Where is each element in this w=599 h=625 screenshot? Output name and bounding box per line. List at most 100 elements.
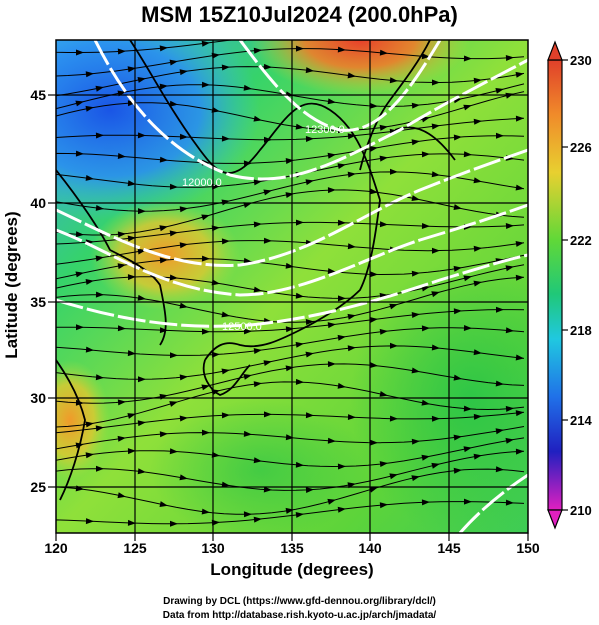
credit-data-source: Data from http://database.rish.kyoto-u.a… [162, 610, 437, 621]
streamline-arrow [127, 448, 136, 455]
streamline-arrow [285, 158, 294, 164]
streamline-arrow [96, 465, 104, 472]
streamline-arrow [431, 291, 440, 298]
streamline-arrow [464, 498, 472, 505]
streamline-arrow [515, 448, 524, 455]
streamline-arrow [95, 425, 104, 432]
colorbar: 230 226 222 218 214 210 [547, 40, 592, 530]
streamline-arrow [169, 100, 178, 107]
streamline-arrow [369, 102, 378, 109]
streamline-arrow [421, 325, 430, 332]
contour-label: 12500.0 [222, 321, 262, 333]
streamline-arrow [85, 279, 94, 285]
streamline-arrow [85, 452, 94, 459]
streamline-arrow [305, 487, 314, 493]
streamline-arrow [453, 374, 462, 381]
streamline-arrow [495, 466, 504, 473]
streamline-arrow [75, 150, 84, 157]
streamline-arrow [211, 52, 220, 59]
streamline-arrow [179, 69, 188, 76]
streamline-arrow [169, 230, 178, 237]
streamline-arrow [463, 275, 472, 282]
streamline-arrow [463, 104, 472, 111]
streamline-arrow [390, 168, 398, 175]
streamline-arrow [421, 399, 430, 406]
streamline-arrow [138, 208, 146, 215]
streamline-arrow [495, 380, 504, 387]
streamline-arrow [390, 342, 398, 349]
streamline-arrow [515, 115, 524, 122]
x-axis-label: Longitude (degrees) [210, 560, 374, 579]
streamline-arrow [389, 303, 398, 310]
streamline-arrow [243, 511, 252, 518]
streamline-arrow [379, 328, 388, 335]
streamline-arrow [159, 431, 168, 438]
streamline-arrow [285, 434, 294, 441]
streamline-arrow [117, 48, 126, 55]
streamline-arrow [263, 360, 272, 366]
streamline-arrow [253, 348, 262, 354]
streamline-arrow [337, 163, 346, 169]
y-axis-label: Latitude (degrees) [2, 211, 21, 359]
streamline-arrow [338, 295, 346, 302]
streamline-arrow [411, 102, 420, 109]
streamline-arrow [453, 434, 462, 441]
streamline-arrow [295, 341, 304, 348]
streamline-arrow [389, 473, 398, 480]
streamline-arrow [473, 245, 482, 252]
streamline-arrow [253, 179, 262, 186]
streamline-arrow [179, 133, 188, 140]
streamline-arrow [221, 238, 230, 245]
streamline-arrow [211, 106, 220, 113]
streamline-arrow [347, 171, 356, 178]
streamline-arrow [127, 350, 136, 357]
streamline-arrow [170, 520, 178, 527]
streamline-arrow [515, 354, 524, 361]
streamline-arrow [369, 271, 378, 278]
streamline-arrow [347, 133, 356, 140]
streamline-arrow [95, 132, 104, 139]
streamline-arrow [170, 352, 178, 359]
colorbar-tick-label: 222 [570, 233, 592, 248]
streamline-arrow [369, 362, 378, 369]
streamline-arrow [127, 66, 136, 73]
streamline-arrow [327, 268, 336, 275]
streamline [56, 450, 525, 491]
streamline-arrow [211, 519, 220, 526]
streamline-arrow [295, 378, 304, 385]
streamline-arrow [202, 328, 210, 335]
streamline-arrow [201, 81, 210, 88]
streamline-arrow [505, 405, 514, 412]
streamline [56, 264, 525, 299]
streamline-arrow [127, 519, 136, 526]
streamline-arrow [369, 486, 378, 493]
streamline-arrow [179, 242, 188, 249]
streamline-arrow [85, 175, 94, 181]
streamline-arrow [127, 180, 136, 187]
streamline-arrow [159, 156, 168, 163]
streamline [56, 91, 525, 131]
streamline-arrow [221, 368, 230, 375]
streamline-arrow [369, 145, 378, 152]
streamline-arrow [127, 235, 136, 242]
streamline-arrow [179, 302, 188, 309]
streamline-arrow [421, 223, 430, 229]
streamline-arrow [370, 439, 378, 446]
streamline-arrow [211, 183, 220, 190]
streamline-arrow [159, 83, 168, 90]
streamline-arrow [159, 45, 168, 52]
y-tick-label: 45 [30, 87, 46, 103]
streamline-arrow [411, 475, 420, 482]
streamline-arrow [327, 98, 336, 105]
streamline-arrow [243, 84, 252, 91]
streamline-arrow [221, 311, 230, 318]
streamline [56, 66, 525, 97]
streamline-arrow [138, 376, 146, 383]
streamline-arrow [127, 274, 136, 281]
streamline-arrow [211, 279, 220, 286]
streamline-arrow [347, 313, 356, 320]
x-tick-label: 135 [280, 540, 304, 556]
streamline-arrow [327, 361, 336, 368]
streamline [56, 411, 525, 434]
streamline-arrow [305, 179, 314, 186]
